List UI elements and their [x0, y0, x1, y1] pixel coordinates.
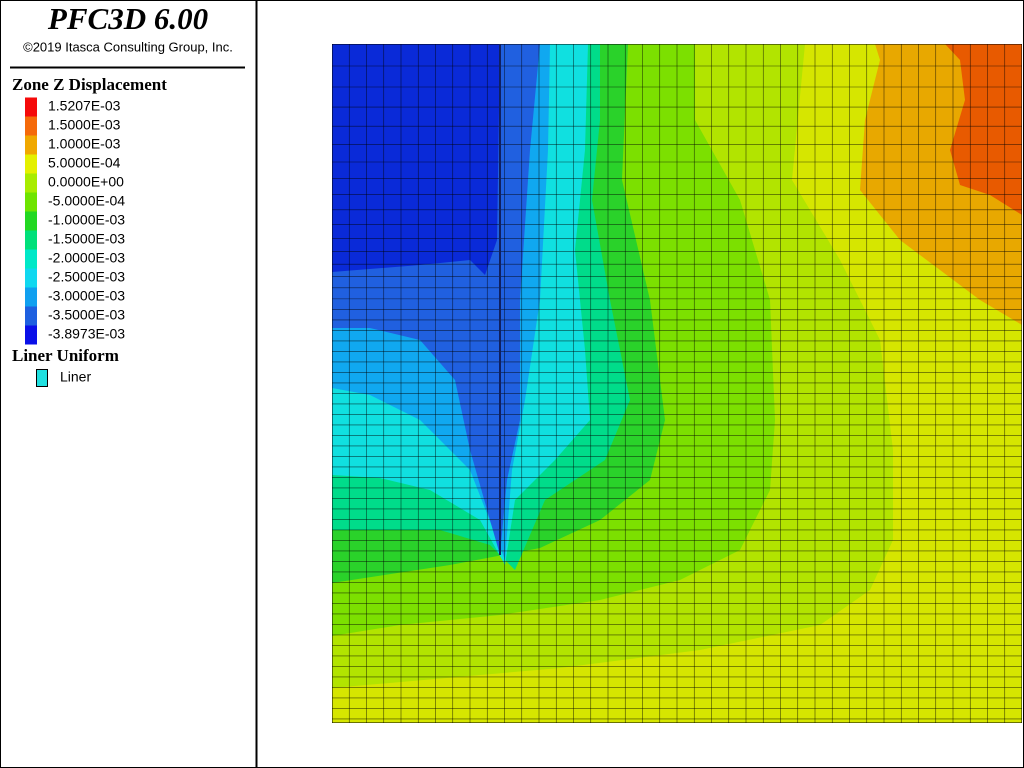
- legend-label: -2.5000E-03: [48, 269, 125, 285]
- legend-swatch: [25, 116, 37, 136]
- legend-label: -3.8973E-03: [48, 326, 125, 342]
- legend-label: 1.0000E-03: [48, 136, 121, 152]
- legend-title: Zone Z Displacement: [12, 75, 167, 94]
- legend-swatch: [25, 173, 37, 193]
- legend-label: Liner: [60, 369, 91, 385]
- legend-label: 1.5207E-03: [48, 98, 121, 114]
- legend-label: -2.0000E-03: [48, 250, 125, 266]
- liner-legend-title: Liner Uniform: [12, 346, 119, 365]
- legend-label: -5.0000E-04: [48, 193, 125, 209]
- copyright: ©2019 Itasca Consulting Group, Inc.: [23, 39, 233, 54]
- legend-swatch: [25, 249, 37, 269]
- legend-label: 5.0000E-04: [48, 155, 121, 171]
- legend-label: 0.0000E+00: [48, 174, 124, 190]
- legend-swatch: [25, 97, 37, 117]
- mesh: [332, 44, 1022, 723]
- legend-swatch: [25, 154, 37, 174]
- legend-swatch: [25, 135, 37, 155]
- legend-swatch: [25, 306, 37, 326]
- legend: 1.5207E-03 1.5000E-03 1.0000E-03 5.0000E-04…: [25, 97, 125, 345]
- legend-swatch: [25, 192, 37, 212]
- legend-swatch: [25, 287, 37, 307]
- band: [332, 44, 500, 275]
- app-title: PFC3D 6.00: [47, 1, 208, 36]
- legend-swatch: [25, 230, 37, 250]
- legend-label: -3.5000E-03: [48, 307, 125, 323]
- legend-swatch: [25, 325, 37, 345]
- legend-label: -3.0000E-03: [48, 288, 125, 304]
- legend-label: -1.5000E-03: [48, 231, 125, 247]
- legend-swatch: [36, 369, 48, 387]
- legend-swatch: [25, 211, 37, 231]
- contour-plot: [332, 44, 1022, 723]
- legend-label: -1.0000E-03: [48, 212, 125, 228]
- legend-swatch: [25, 268, 37, 288]
- legend-label: 1.5000E-03: [48, 117, 121, 133]
- liner-legend: Liner: [36, 369, 91, 387]
